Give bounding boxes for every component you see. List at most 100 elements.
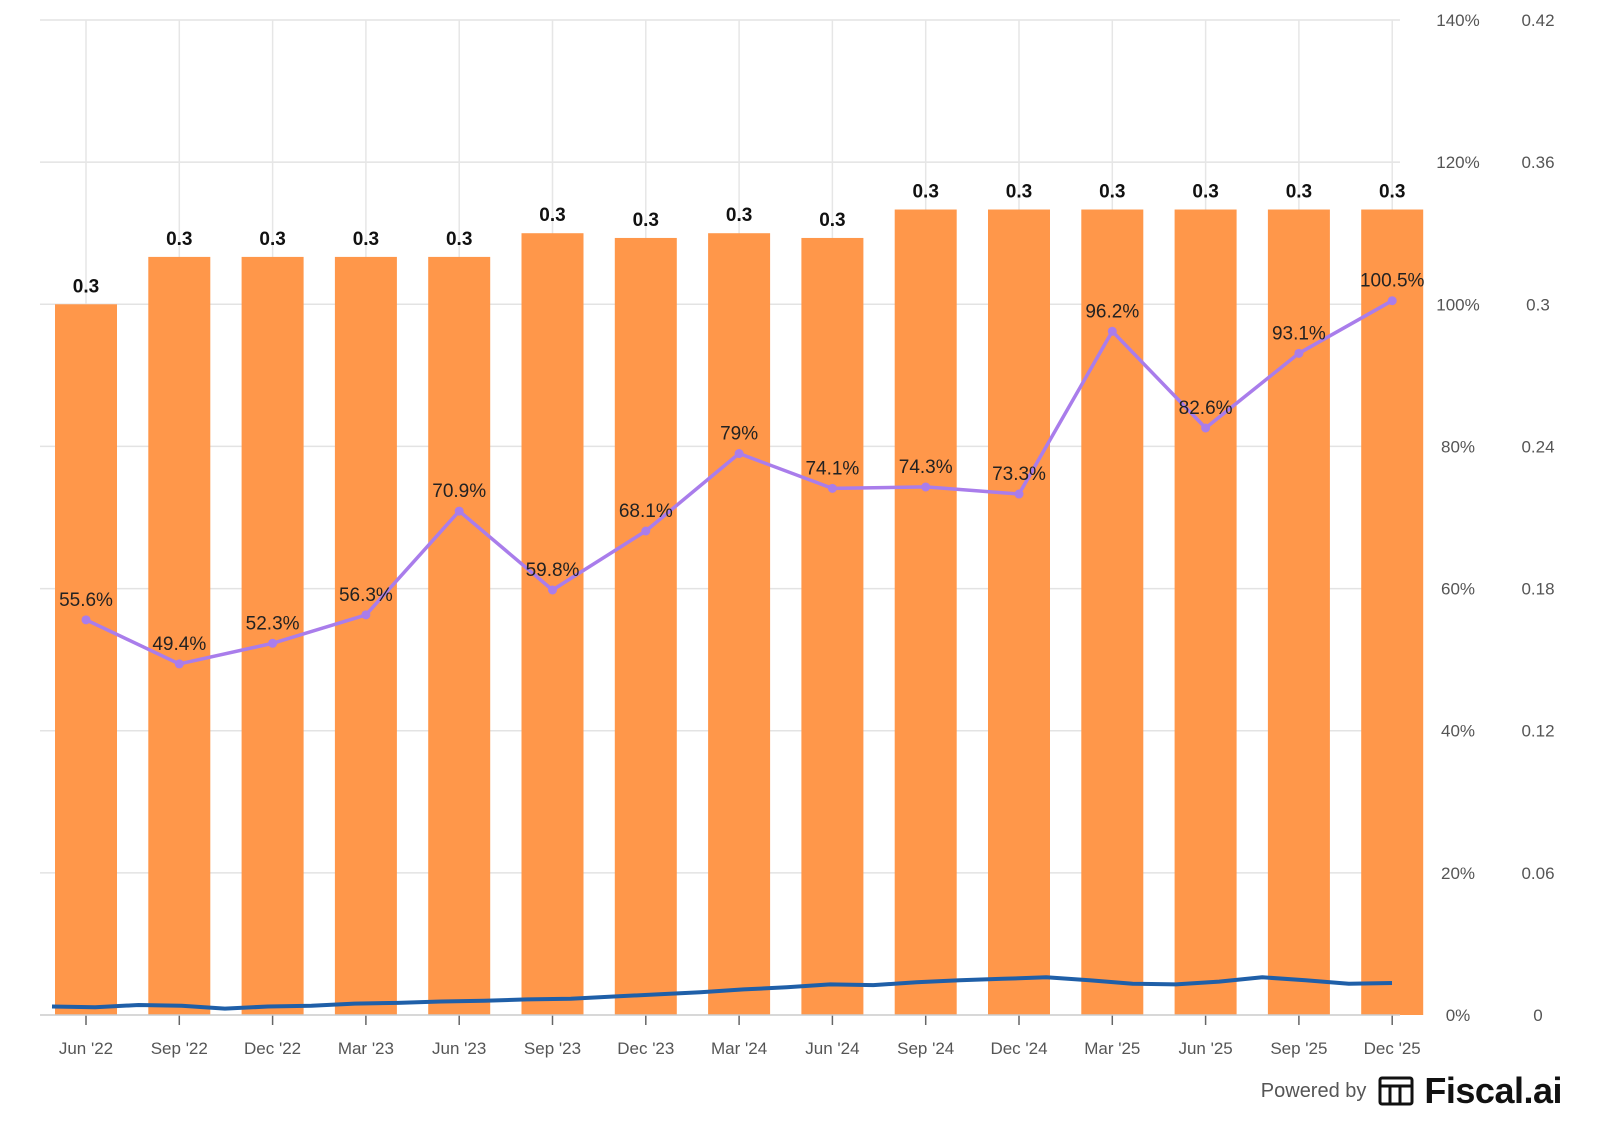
- payout-ratio-label: 74.1%: [805, 458, 859, 479]
- x-tick-label: Mar '24: [711, 1039, 767, 1058]
- bar: [614, 237, 677, 1015]
- payout-ratio-point: [734, 449, 744, 459]
- x-tick-label: Jun '24: [805, 1039, 859, 1058]
- axes: 0% 0 20% 0.06 40% 0.12 60% 0.18 80% 0.24 100% 0.3 12…: [40, 11, 1555, 1058]
- payout-ratio-label: 74.3%: [899, 457, 953, 478]
- bar-value-label: 0.3: [819, 210, 845, 231]
- payout-ratio-label: 82.6%: [1179, 398, 1233, 419]
- payout-ratio-label: 49.4%: [152, 634, 206, 655]
- payout-ratio-point: [1201, 423, 1211, 433]
- x-tick-label: Jun '25: [1178, 1039, 1232, 1058]
- labels: 0.3 0.3 0.3 0.3 0.3 0.3 0.3 0.3 0.3 0.3 0.3 0.3 0.3 0…: [59, 182, 1424, 655]
- y-right-tick-label: 0.18: [1521, 580, 1554, 599]
- payout-ratio-label: 96.2%: [1085, 301, 1139, 322]
- y-left-tick-label: 20%: [1441, 864, 1475, 883]
- bar-value-label: 0.3: [259, 229, 285, 250]
- bar-value-label: 0.3: [73, 276, 99, 297]
- payout-ratio-label: 100.5%: [1360, 271, 1425, 292]
- payout-ratio-label: 52.3%: [246, 613, 300, 634]
- bar: [55, 304, 117, 1015]
- y-right-tick-label: 0.12: [1521, 722, 1554, 741]
- bar: [1174, 209, 1237, 1015]
- brand[interactable]: Fiscal.ai: [1376, 1070, 1562, 1112]
- bar-value-label: 0.3: [1286, 182, 1312, 203]
- payout-ratio-point: [1387, 296, 1397, 306]
- x-tick-label: Sep '22: [151, 1039, 208, 1058]
- y-right-tick-label: 0.42: [1521, 11, 1554, 30]
- payout-ratio-label: 55.6%: [59, 590, 113, 611]
- bar: [894, 209, 957, 1015]
- yield-layer: [51, 975, 1393, 1011]
- x-tick-label: Dec '22: [244, 1039, 301, 1058]
- payout-ratio-point: [268, 638, 278, 648]
- bar: [148, 256, 211, 1015]
- y-left-tick-label: 80%: [1441, 437, 1475, 456]
- bar-value-label: 0.3: [446, 229, 472, 250]
- bar-value-label: 0.3: [1192, 182, 1218, 203]
- footer: Powered by Fiscal.ai: [1260, 1070, 1563, 1112]
- y-left-tick-label: 60%: [1441, 580, 1475, 599]
- bar: [708, 233, 771, 1015]
- payout-ratio-label: 59.8%: [526, 560, 580, 581]
- bar-value-label: 0.3: [633, 210, 659, 231]
- bar-value-label: 0.3: [912, 182, 938, 203]
- bar-value-label: 0.3: [1379, 182, 1405, 203]
- payout-ratio-point: [1294, 348, 1304, 358]
- payout-line-layer: [81, 296, 1397, 669]
- bar-value-label: 0.3: [166, 229, 192, 250]
- payout-ratio-label: 68.1%: [619, 501, 673, 522]
- y-right-tick-label: 0.24: [1521, 437, 1554, 456]
- payout-ratio-label: 93.1%: [1272, 323, 1326, 344]
- brand-name: Fiscal.ai: [1424, 1070, 1562, 1111]
- bar-value-label: 0.3: [353, 229, 379, 250]
- x-tick-label: Jun '22: [59, 1039, 113, 1058]
- payout-ratio-point: [174, 659, 184, 669]
- x-tick-label: Jun '23: [432, 1039, 486, 1058]
- payout-ratio-point: [1014, 489, 1024, 499]
- dividend-yield-line: [51, 975, 1393, 1011]
- powered-by-text: Powered by: [1260, 1079, 1367, 1102]
- y-left-tick-label: 100%: [1436, 295, 1479, 314]
- payout-ratio-label: 56.3%: [339, 585, 393, 606]
- x-tick-label: Mar '23: [338, 1039, 394, 1058]
- x-tick-label: Dec '25: [1364, 1039, 1421, 1058]
- payout-ratio-point: [454, 506, 464, 516]
- y-right-tick-label: 0.3: [1526, 295, 1550, 314]
- payout-ratio-point: [81, 615, 91, 625]
- y-right-tick-label: 0: [1533, 1006, 1542, 1025]
- bar: [1361, 209, 1424, 1015]
- payout-ratio-point: [361, 610, 371, 620]
- bar-value-label: 0.3: [539, 205, 565, 226]
- y-left-tick-label: 140%: [1436, 11, 1479, 30]
- x-tick-label: Sep '24: [897, 1039, 954, 1058]
- bar: [1081, 209, 1144, 1015]
- fiscal-logo-icon: [1378, 1076, 1414, 1106]
- bar: [1267, 209, 1330, 1015]
- bar-value-label: 0.3: [726, 205, 752, 226]
- y-right-tick-label: 0.36: [1521, 153, 1554, 172]
- x-tick-label: Mar '25: [1084, 1039, 1140, 1058]
- payout-ratio-point: [1107, 326, 1117, 336]
- payout-ratio-label: 73.3%: [992, 464, 1046, 485]
- x-tick-label: Dec '23: [617, 1039, 674, 1058]
- bar: [334, 256, 397, 1015]
- x-tick-label: Dec '24: [990, 1039, 1047, 1058]
- payout-ratio-point: [641, 526, 651, 536]
- bar: [428, 256, 491, 1015]
- x-tick-label: Sep '25: [1270, 1039, 1327, 1058]
- payout-ratio-label: 70.9%: [432, 481, 486, 502]
- bar: [988, 209, 1050, 1015]
- bar: [801, 237, 864, 1015]
- y-left-tick-label: 0%: [1446, 1006, 1471, 1025]
- y-right-tick-label: 0.06: [1521, 864, 1554, 883]
- payout-ratio-point: [827, 483, 837, 493]
- payout-ratio-point: [921, 482, 931, 492]
- y-left-tick-label: 40%: [1441, 722, 1475, 741]
- payout-ratio-point: [548, 585, 557, 595]
- bar: [521, 233, 584, 1015]
- bar-value-label: 0.3: [1099, 182, 1125, 203]
- y-left-tick-label: 120%: [1436, 153, 1479, 172]
- bars: [55, 209, 1424, 1015]
- x-tick-label: Sep '23: [524, 1039, 581, 1058]
